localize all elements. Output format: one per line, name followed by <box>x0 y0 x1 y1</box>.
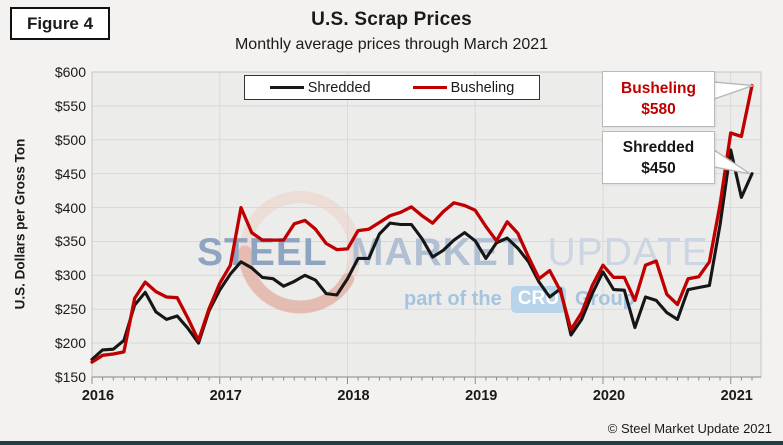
callout-shredded-value: $450 <box>641 159 676 177</box>
footer-accent-bar <box>0 441 783 445</box>
x-tick-label: 2020 <box>592 388 626 404</box>
y-tick-label: $550 <box>54 97 86 114</box>
y-tick-label: $500 <box>54 131 86 148</box>
copyright-text: © Steel Market Update 2021 <box>607 421 772 436</box>
x-tick-label: 2021 <box>720 388 753 404</box>
y-tick-label: $450 <box>54 165 86 182</box>
chart-title: U.S. Scrap Prices <box>311 9 472 30</box>
busheling-line-swatch-icon <box>412 86 447 89</box>
x-tick-label: 2017 <box>209 388 242 404</box>
legend-item-shredded: Shredded <box>269 79 371 96</box>
chart-subtitle: Monthly average prices through March 202… <box>234 36 549 53</box>
y-tick-label: $300 <box>54 267 86 284</box>
callout-busheling-label: Busheling <box>621 80 696 97</box>
x-tick-label: 2018 <box>337 388 370 404</box>
x-tick-label: 2019 <box>465 388 498 404</box>
legend-label-shredded: Shredded <box>307 79 371 96</box>
y-axis-title: U.S. Dollars per Gross Ton <box>12 138 28 310</box>
chart-legend: Shredded Busheling <box>244 75 540 100</box>
y-tick-label: $350 <box>54 233 86 250</box>
callout-busheling: Busheling $580 <box>602 71 715 127</box>
callout-shredded-label: Shredded <box>622 138 695 156</box>
callout-busheling-value: $580 <box>641 101 676 118</box>
y-tick-label: $250 <box>54 301 86 318</box>
legend-item-busheling: Busheling <box>412 79 515 96</box>
shredded-line-swatch-icon <box>269 86 304 89</box>
y-tick-label: $150 <box>54 369 86 385</box>
y-tick-label: $200 <box>54 335 86 352</box>
callout-pointer-busheling <box>713 81 754 100</box>
x-tick-label: 2016 <box>81 388 115 404</box>
legend-label-busheling: Busheling <box>450 79 515 96</box>
series-line-busheling <box>90 83 754 364</box>
callout-shredded: Shredded $450 <box>602 131 715 184</box>
y-tick-label: $400 <box>54 199 86 216</box>
y-tick-label: $600 <box>54 64 86 80</box>
figure-label: Figure 4 <box>10 7 110 40</box>
